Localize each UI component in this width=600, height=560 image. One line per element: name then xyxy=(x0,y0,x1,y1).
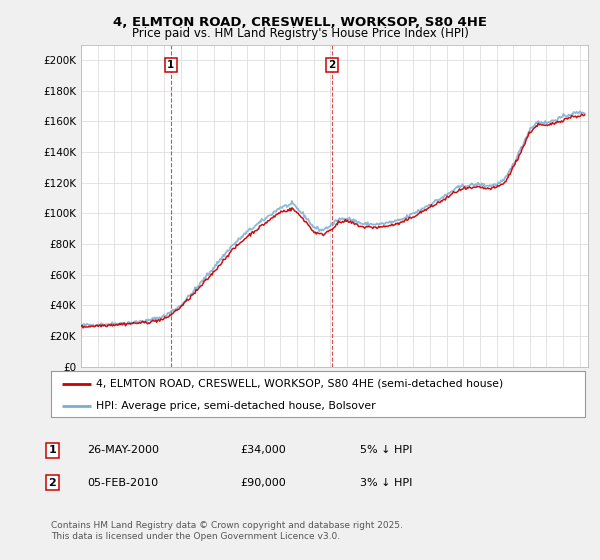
Text: £34,000: £34,000 xyxy=(240,445,286,455)
Text: 4, ELMTON ROAD, CRESWELL, WORKSOP, S80 4HE: 4, ELMTON ROAD, CRESWELL, WORKSOP, S80 4… xyxy=(113,16,487,29)
Text: 05-FEB-2010: 05-FEB-2010 xyxy=(87,478,158,488)
Text: HPI: Average price, semi-detached house, Bolsover: HPI: Average price, semi-detached house,… xyxy=(97,401,376,410)
Text: Contains HM Land Registry data © Crown copyright and database right 2025.
This d: Contains HM Land Registry data © Crown c… xyxy=(51,521,403,540)
Text: 1: 1 xyxy=(167,60,175,70)
Text: 4, ELMTON ROAD, CRESWELL, WORKSOP, S80 4HE (semi-detached house): 4, ELMTON ROAD, CRESWELL, WORKSOP, S80 4… xyxy=(97,379,503,389)
Text: 3% ↓ HPI: 3% ↓ HPI xyxy=(360,478,412,488)
Text: £90,000: £90,000 xyxy=(240,478,286,488)
Text: 1: 1 xyxy=(49,445,56,455)
Text: 26-MAY-2000: 26-MAY-2000 xyxy=(87,445,159,455)
Text: Price paid vs. HM Land Registry's House Price Index (HPI): Price paid vs. HM Land Registry's House … xyxy=(131,27,469,40)
Text: 2: 2 xyxy=(49,478,56,488)
Text: 2: 2 xyxy=(328,60,335,70)
Text: 5% ↓ HPI: 5% ↓ HPI xyxy=(360,445,412,455)
